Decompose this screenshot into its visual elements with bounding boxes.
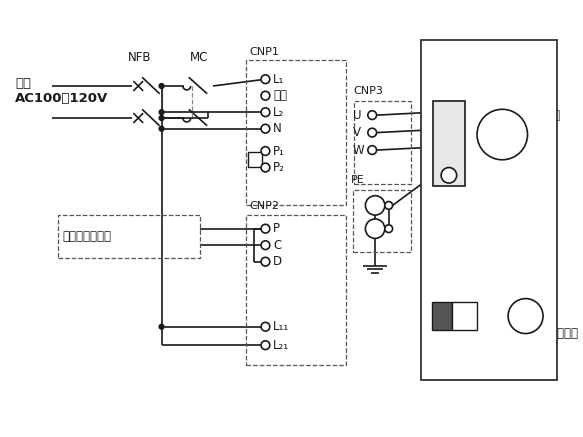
Circle shape	[261, 224, 270, 233]
Bar	[354, 101, 411, 184]
Bar	[433, 302, 452, 329]
Text: W: W	[353, 144, 364, 156]
Circle shape	[261, 163, 270, 172]
Text: エンコーダ: エンコーダ	[543, 327, 578, 340]
Circle shape	[385, 225, 392, 232]
Bar	[246, 60, 346, 205]
Text: AC100～120V: AC100～120V	[15, 92, 108, 105]
Bar	[246, 215, 346, 364]
Circle shape	[366, 219, 385, 239]
Text: W: W	[442, 141, 456, 154]
Text: NFB: NFB	[128, 51, 151, 64]
Circle shape	[261, 257, 270, 266]
Text: U: U	[444, 106, 454, 119]
Circle shape	[368, 111, 377, 119]
Text: C: C	[273, 239, 282, 252]
Text: PE: PE	[351, 175, 364, 185]
Circle shape	[368, 146, 377, 154]
Text: P: P	[273, 222, 280, 235]
Bar	[452, 302, 477, 329]
Text: P₂: P₂	[273, 161, 285, 174]
Circle shape	[261, 341, 270, 350]
Text: L₂: L₂	[273, 106, 285, 119]
Text: 回生オプション: 回生オプション	[62, 230, 111, 243]
Circle shape	[261, 323, 270, 331]
Text: CNP1: CNP1	[249, 47, 279, 57]
Bar	[248, 152, 262, 166]
Text: モータ: モータ	[539, 109, 560, 121]
Bar	[58, 215, 201, 258]
Circle shape	[508, 298, 543, 333]
Text: MC: MC	[190, 51, 209, 64]
Circle shape	[441, 167, 456, 183]
Circle shape	[261, 147, 270, 156]
Circle shape	[261, 241, 270, 250]
Circle shape	[261, 108, 270, 117]
Text: CNP3: CNP3	[354, 86, 384, 96]
Circle shape	[159, 126, 164, 131]
Text: D: D	[273, 255, 282, 268]
Text: CN2: CN2	[424, 290, 448, 300]
Text: 空き: 空き	[273, 89, 287, 102]
Circle shape	[159, 110, 164, 114]
Bar	[353, 190, 411, 252]
Text: V: V	[353, 126, 361, 139]
Text: V: V	[444, 123, 454, 136]
Circle shape	[261, 91, 270, 100]
Text: L₁: L₁	[273, 73, 285, 86]
Circle shape	[477, 109, 528, 160]
Circle shape	[159, 324, 164, 329]
Text: L₂₁: L₂₁	[273, 339, 289, 352]
Bar	[433, 101, 465, 186]
Circle shape	[368, 128, 377, 137]
Circle shape	[159, 83, 164, 88]
Text: M: M	[495, 127, 510, 142]
Circle shape	[159, 116, 164, 121]
Circle shape	[261, 125, 270, 133]
Bar	[421, 40, 557, 380]
Circle shape	[261, 75, 270, 83]
Text: N: N	[273, 122, 282, 135]
Circle shape	[366, 196, 385, 215]
Text: U: U	[353, 109, 361, 121]
Text: CNP2: CNP2	[249, 201, 279, 212]
Text: P₁: P₁	[273, 145, 285, 157]
Circle shape	[385, 201, 392, 209]
Text: L₁₁: L₁₁	[273, 320, 289, 333]
Text: 単相: 単相	[15, 76, 31, 90]
